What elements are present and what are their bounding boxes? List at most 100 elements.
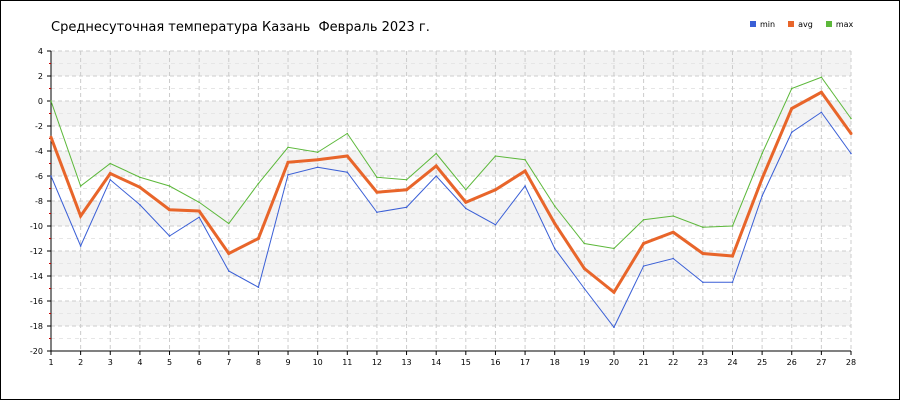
data-point-min bbox=[672, 257, 675, 260]
data-point-min bbox=[316, 166, 319, 169]
data-point-min bbox=[198, 216, 200, 219]
y-tick-label: -8 bbox=[35, 197, 43, 206]
legend-item-avg: avg bbox=[788, 20, 813, 29]
data-point-avg bbox=[256, 237, 260, 240]
data-point-max bbox=[198, 201, 200, 204]
data-point-min bbox=[346, 171, 349, 174]
x-tick-label: 26 bbox=[787, 358, 797, 367]
data-point-avg bbox=[464, 200, 468, 204]
data-point-avg bbox=[138, 185, 142, 189]
legend-swatch bbox=[788, 21, 795, 27]
data-point-min bbox=[494, 223, 497, 226]
data-point-avg bbox=[493, 188, 497, 192]
x-tick-label: 17 bbox=[520, 358, 530, 367]
x-tick-label: 1 bbox=[48, 358, 53, 367]
legend-label: avg bbox=[798, 19, 813, 29]
data-point-min bbox=[287, 173, 289, 176]
data-point-max bbox=[494, 155, 497, 157]
data-point-min bbox=[731, 281, 734, 284]
data-point-max bbox=[642, 218, 645, 221]
data-point-avg bbox=[819, 90, 823, 94]
x-tick-label: 2 bbox=[78, 358, 83, 367]
x-tick-label: 11 bbox=[342, 358, 352, 367]
data-point-max bbox=[820, 76, 823, 79]
y-tick-label: -6 bbox=[35, 172, 43, 181]
legend-label: min bbox=[760, 19, 776, 29]
y-tick-label: -20 bbox=[30, 347, 43, 356]
data-point-avg bbox=[760, 177, 764, 180]
x-tick-label: 5 bbox=[167, 358, 172, 367]
data-point-avg bbox=[168, 208, 172, 212]
data-point-avg bbox=[286, 160, 290, 164]
data-point-min bbox=[613, 326, 615, 329]
data-point-avg bbox=[108, 172, 112, 175]
data-point-avg bbox=[197, 209, 201, 213]
data-point-max bbox=[613, 247, 615, 250]
data-point-min bbox=[465, 207, 467, 210]
legend-swatch bbox=[750, 21, 756, 27]
x-tick-label: 3 bbox=[108, 358, 113, 367]
data-point-max bbox=[790, 87, 793, 90]
data-point-max bbox=[731, 225, 734, 227]
y-tick-label: 2 bbox=[38, 72, 43, 81]
legend-swatch bbox=[825, 21, 832, 27]
data-point-avg bbox=[642, 242, 646, 245]
data-point-avg bbox=[849, 132, 853, 135]
data-point-min bbox=[257, 286, 260, 289]
data-point-max bbox=[553, 205, 556, 207]
data-point-min bbox=[850, 152, 852, 155]
data-point-max bbox=[583, 242, 586, 245]
data-point-min bbox=[524, 185, 526, 187]
x-tick-label: 20 bbox=[609, 358, 619, 367]
data-point-min bbox=[553, 247, 556, 250]
data-point-min bbox=[435, 175, 437, 177]
data-point-max bbox=[346, 132, 349, 135]
x-tick-label: 25 bbox=[757, 358, 767, 367]
y-tick-label: -18 bbox=[30, 322, 43, 331]
x-tick-label: 13 bbox=[401, 358, 411, 367]
data-point-max bbox=[168, 185, 171, 187]
x-tick-label: 22 bbox=[668, 358, 678, 367]
data-point-max bbox=[850, 117, 852, 120]
x-tick-label: 4 bbox=[137, 358, 142, 367]
data-point-avg bbox=[612, 290, 616, 294]
data-point-min bbox=[79, 245, 82, 247]
data-point-avg bbox=[671, 230, 675, 234]
x-tick-label: 8 bbox=[256, 358, 261, 367]
data-point-min bbox=[109, 178, 112, 181]
data-point-max bbox=[376, 176, 378, 179]
x-tick-label: 10 bbox=[313, 358, 323, 367]
data-point-min bbox=[405, 206, 408, 209]
legend-item-min: min bbox=[750, 20, 775, 29]
data-point-max bbox=[227, 222, 230, 225]
data-point-min bbox=[50, 175, 52, 177]
data-point-max bbox=[316, 151, 319, 154]
data-point-avg bbox=[227, 252, 231, 255]
series-line-max bbox=[50, 76, 852, 250]
x-tick-label: 7 bbox=[226, 358, 231, 367]
chart-title: Среднесуточная температура Казань Феврал… bbox=[51, 20, 430, 35]
data-point-avg bbox=[790, 107, 794, 110]
y-tick-label: -14 bbox=[30, 272, 43, 281]
data-point-avg bbox=[730, 254, 734, 258]
data-point-max bbox=[524, 158, 526, 161]
legend-label: max bbox=[835, 19, 854, 29]
x-tick-label: 24 bbox=[727, 358, 737, 367]
data-point-max bbox=[465, 188, 467, 191]
data-point-avg bbox=[553, 222, 557, 225]
x-tick-label: 27 bbox=[816, 358, 826, 367]
x-tick-label: 18 bbox=[550, 358, 560, 367]
data-point-min bbox=[790, 131, 793, 134]
x-tick-label: 21 bbox=[638, 358, 648, 367]
data-point-min bbox=[820, 111, 823, 114]
data-point-max bbox=[435, 152, 437, 155]
data-point-avg bbox=[434, 164, 438, 168]
data-point-avg bbox=[345, 154, 349, 158]
data-point-max bbox=[287, 146, 289, 149]
data-point-avg bbox=[701, 252, 705, 255]
data-point-min bbox=[168, 235, 171, 237]
data-point-avg bbox=[523, 169, 527, 173]
data-point-avg bbox=[375, 190, 379, 194]
data-point-max bbox=[761, 152, 763, 155]
